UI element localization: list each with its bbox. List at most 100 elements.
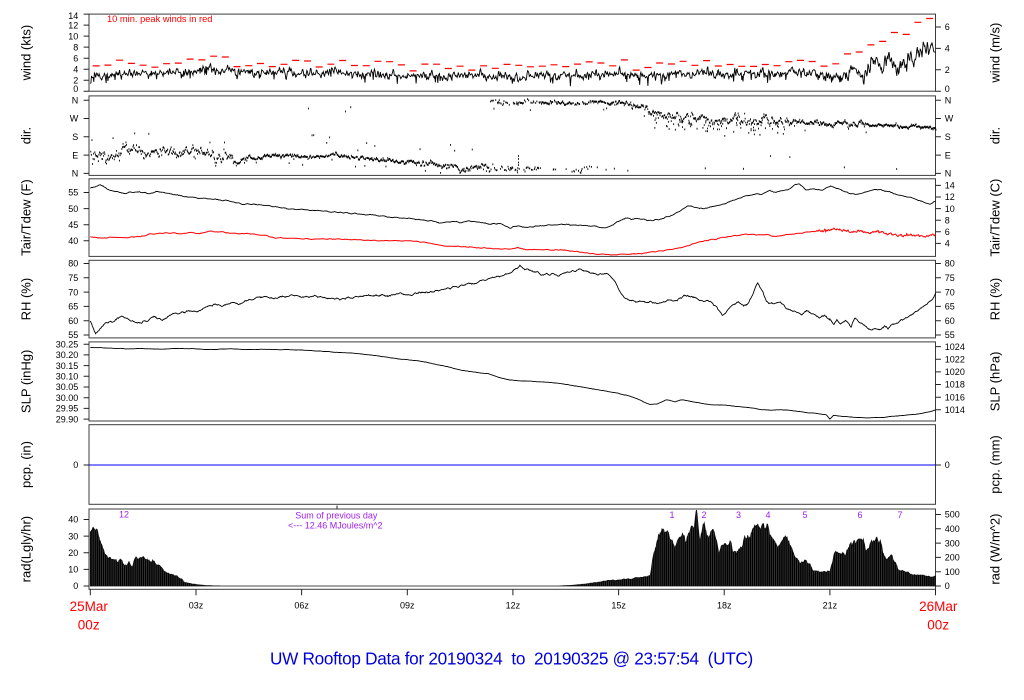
- svg-text:1020: 1020: [945, 367, 965, 377]
- svg-text:400: 400: [945, 524, 960, 534]
- svg-text:rad(Lgly/hr): rad(Lgly/hr): [19, 516, 34, 582]
- svg-text:75: 75: [68, 273, 78, 283]
- svg-text:00z: 00z: [927, 618, 949, 633]
- svg-text:0: 0: [73, 460, 78, 470]
- svg-text:12: 12: [945, 192, 955, 202]
- svg-text:N: N: [72, 169, 79, 179]
- svg-text:100: 100: [945, 567, 960, 577]
- svg-text:300: 300: [945, 538, 960, 548]
- svg-text:14: 14: [945, 181, 955, 191]
- svg-text:30: 30: [68, 531, 78, 541]
- svg-text:UW Rooftop Data for 20190324: UW Rooftop Data for 20190324 to 20190325…: [270, 648, 753, 668]
- svg-text:W: W: [945, 114, 954, 124]
- svg-text:S: S: [72, 132, 78, 142]
- svg-text:4: 4: [945, 239, 950, 249]
- svg-text:6: 6: [73, 53, 78, 63]
- svg-text:10 min. peak winds in red: 10 min. peak winds in red: [107, 14, 212, 24]
- svg-text:SLP (inHg): SLP (inHg): [19, 350, 34, 413]
- svg-text:RH (%): RH (%): [19, 278, 34, 321]
- svg-text:4: 4: [945, 44, 950, 54]
- svg-text:80: 80: [945, 259, 955, 269]
- svg-text:0: 0: [945, 84, 950, 94]
- svg-text:Sum of previous day: Sum of previous day: [295, 510, 378, 520]
- svg-text:2: 2: [701, 510, 706, 520]
- svg-text:2: 2: [945, 65, 950, 75]
- svg-text:21z: 21z: [823, 601, 838, 611]
- svg-text:0: 0: [945, 581, 950, 591]
- svg-text:10: 10: [945, 204, 955, 214]
- svg-text:pcp. (mm): pcp. (mm): [988, 435, 1003, 494]
- svg-text:18z: 18z: [717, 601, 732, 611]
- svg-text:10: 10: [68, 31, 78, 41]
- svg-text:12: 12: [68, 20, 78, 30]
- svg-text:N: N: [945, 169, 952, 179]
- svg-text:pcp. (in): pcp. (in): [19, 441, 34, 488]
- svg-text:7: 7: [897, 510, 902, 520]
- svg-text:E: E: [72, 150, 78, 160]
- svg-text:14: 14: [68, 11, 78, 21]
- svg-text:26Mar: 26Mar: [919, 599, 958, 614]
- svg-text:29.95: 29.95: [56, 404, 79, 414]
- svg-text:30.05: 30.05: [56, 382, 79, 392]
- svg-text:dir.: dir.: [988, 127, 1003, 144]
- svg-text:SLP (hPa): SLP (hPa): [988, 352, 1003, 412]
- svg-text:S: S: [945, 132, 951, 142]
- svg-text:1024: 1024: [945, 342, 965, 352]
- svg-text:40: 40: [68, 236, 78, 246]
- svg-text:40: 40: [68, 515, 78, 525]
- svg-text:3: 3: [736, 510, 741, 520]
- svg-text:55: 55: [68, 188, 78, 198]
- svg-text:30.10: 30.10: [56, 372, 79, 382]
- svg-text:N: N: [945, 95, 952, 105]
- svg-text:12: 12: [119, 510, 129, 520]
- svg-text:0: 0: [73, 581, 78, 591]
- svg-text:09z: 09z: [400, 601, 415, 611]
- svg-text:1: 1: [669, 510, 674, 520]
- svg-text:1018: 1018: [945, 380, 965, 390]
- svg-text:200: 200: [945, 553, 960, 563]
- svg-text:8: 8: [73, 42, 78, 52]
- svg-text:25Mar: 25Mar: [70, 599, 109, 614]
- svg-text:6: 6: [857, 510, 862, 520]
- svg-text:6: 6: [945, 227, 950, 237]
- svg-text:75: 75: [945, 273, 955, 283]
- svg-text:60: 60: [945, 316, 955, 326]
- svg-text:4: 4: [765, 510, 770, 520]
- svg-text:20: 20: [68, 548, 78, 558]
- svg-text:8: 8: [945, 215, 950, 225]
- svg-text:4: 4: [73, 64, 78, 74]
- svg-text:15z: 15z: [611, 601, 626, 611]
- svg-text:12z: 12z: [506, 601, 521, 611]
- svg-text:30.20: 30.20: [56, 350, 79, 360]
- svg-text:dir.: dir.: [19, 127, 34, 144]
- svg-text:55: 55: [68, 330, 78, 340]
- svg-text:06z: 06z: [294, 601, 309, 611]
- svg-text:Tair/Tdew (C): Tair/Tdew (C): [988, 179, 1003, 257]
- svg-text:55: 55: [945, 330, 955, 340]
- svg-text:30.00: 30.00: [56, 393, 79, 403]
- svg-text:50: 50: [68, 204, 78, 214]
- svg-text:65: 65: [68, 302, 78, 312]
- svg-text:E: E: [945, 150, 951, 160]
- svg-text:RH (%): RH (%): [988, 278, 1003, 321]
- svg-text:5: 5: [802, 510, 807, 520]
- svg-text:29.90: 29.90: [56, 414, 79, 424]
- svg-text:W: W: [70, 114, 79, 124]
- svg-text:00z: 00z: [78, 618, 100, 633]
- svg-text:30.25: 30.25: [56, 339, 79, 349]
- svg-text:wind (kts): wind (kts): [19, 25, 34, 82]
- svg-text:1016: 1016: [945, 392, 965, 402]
- svg-text:0: 0: [73, 84, 78, 94]
- svg-text:80: 80: [68, 259, 78, 269]
- svg-text:wind (m/s): wind (m/s): [988, 23, 1003, 84]
- svg-text:Tair/Tdew (F): Tair/Tdew (F): [19, 179, 34, 256]
- svg-text:45: 45: [68, 220, 78, 230]
- svg-text:0: 0: [945, 460, 950, 470]
- svg-text:70: 70: [68, 287, 78, 297]
- svg-text:65: 65: [945, 302, 955, 312]
- svg-text:500: 500: [945, 510, 960, 520]
- svg-text:10: 10: [68, 565, 78, 575]
- svg-text:2: 2: [73, 75, 78, 85]
- svg-text:30.15: 30.15: [56, 361, 79, 371]
- svg-text:70: 70: [945, 287, 955, 297]
